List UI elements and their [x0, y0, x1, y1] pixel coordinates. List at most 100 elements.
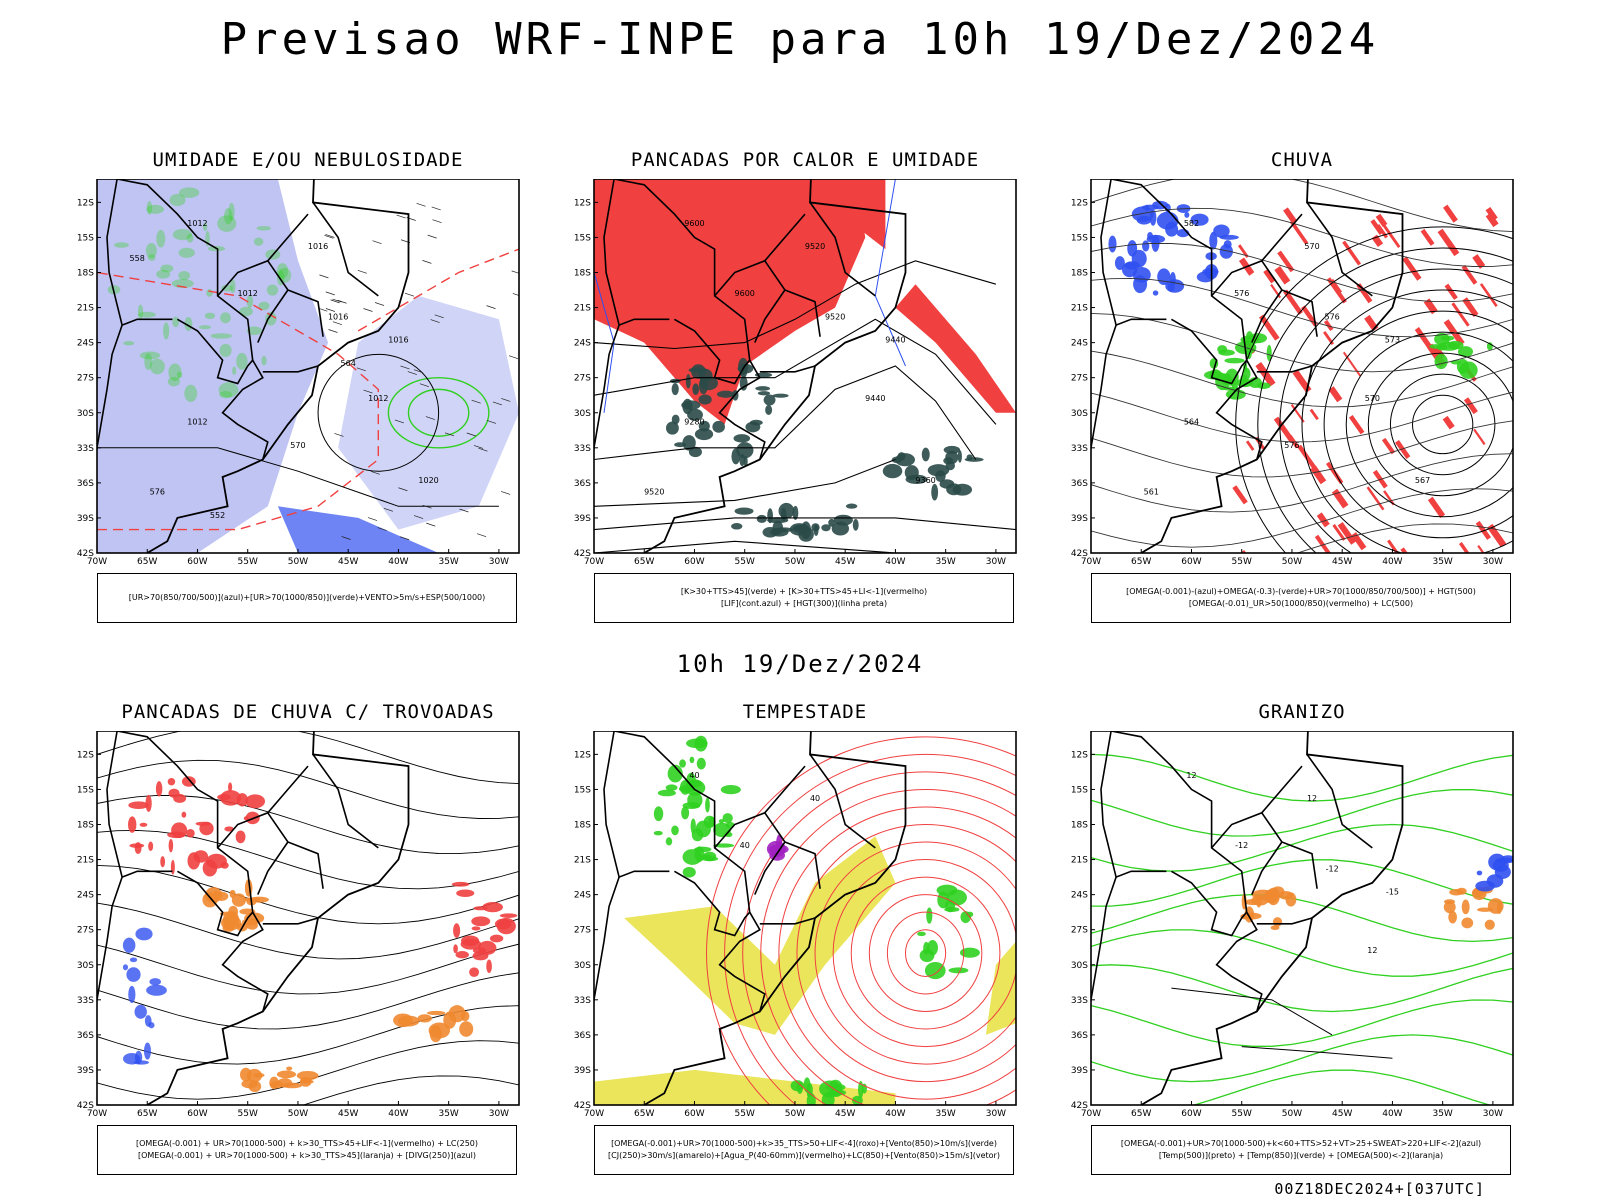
y-tick-label: 36S: [574, 479, 591, 489]
k-tts-area: [831, 521, 850, 536]
contour-label: 9360: [915, 476, 935, 485]
run-id-label: 00Z18DEC2024+[037UTC]: [1274, 1180, 1485, 1198]
pressure-contour: [317, 353, 440, 472]
omega500-orange-area: [1448, 910, 1457, 924]
wind-vector: [501, 398, 511, 402]
y-tick-label: 15S: [1071, 233, 1088, 243]
k-tts-area: [852, 518, 859, 531]
wind-850-green-area: [681, 806, 690, 820]
lc850-streamline: [760, 788, 1016, 1105]
y-tick-label: 12S: [574, 750, 591, 760]
coastline: [1063, 766, 1089, 1117]
k-tts-area: [770, 527, 789, 537]
divergence-blue-area: [126, 967, 141, 982]
k-tts-area: [765, 404, 773, 415]
omega-ur-red-area: [1461, 264, 1478, 285]
wind-850-green-area: [959, 947, 980, 958]
lc850-streamline: [706, 736, 1016, 1105]
trovoada-red-area: [473, 906, 488, 911]
x-tick-label: 30W: [986, 1109, 1006, 1119]
trovoada-red-area: [134, 842, 142, 854]
border-line: [754, 289, 786, 343]
divergence-blue-area: [128, 985, 136, 1004]
contour-label: 570: [1365, 394, 1380, 403]
wind-vector: [383, 507, 394, 512]
y-tick-label: 30S: [77, 409, 94, 419]
contour-label: 1016: [388, 336, 408, 345]
k-tts-area: [733, 434, 751, 443]
y-tick-label: 21S: [574, 856, 591, 866]
temp850-contour: [1091, 929, 1513, 977]
contour-label: 40: [810, 794, 820, 803]
divergence-blue-area: [122, 964, 129, 971]
border-line: [262, 365, 319, 373]
humidity-1000-850-contour: [217, 215, 237, 232]
wind-vector: [432, 219, 442, 224]
contour-label: 570: [1304, 242, 1319, 251]
k-tts-area: [682, 435, 696, 451]
wind-850-green-area: [924, 961, 946, 980]
x-tick-label: 40W: [388, 1109, 408, 1119]
humidity-1000-850-contour: [146, 201, 153, 215]
trovoada-orange-area: [222, 924, 235, 932]
trovoada-orange-area: [296, 1070, 319, 1081]
omega500-orange-area: [1270, 925, 1280, 931]
x-tick-label: 45W: [1332, 1109, 1352, 1119]
y-tick-label: 27S: [77, 374, 94, 384]
wind-vector: [422, 504, 432, 509]
temp500-contour: [1171, 987, 1333, 1036]
wind-vector: [374, 302, 385, 306]
border-line: [267, 260, 324, 337]
hgt300-contour: [594, 540, 896, 553]
trovoada-red-area: [453, 944, 458, 954]
humidity-1000-850-contour: [239, 306, 253, 317]
wind-vector: [363, 389, 373, 394]
humidity-1000-850-contour: [198, 325, 211, 330]
wind-vector: [324, 234, 334, 239]
temp850-contour: [1192, 1069, 1492, 1105]
humidity-1000-850-contour: [256, 225, 271, 231]
wind-850-green-area: [722, 813, 733, 824]
border-line: [106, 179, 173, 327]
trovoada-red-area: [486, 959, 492, 973]
coastline: [1140, 731, 1404, 1105]
lc850-streamline: [742, 771, 1016, 1105]
x-tick-label: 35W: [438, 1109, 458, 1119]
legend-line: [OMEGA(-0.001)-(azul)+OMEGA(-0.3)-(verde…: [1126, 587, 1476, 596]
wind-850-green-area: [948, 967, 969, 974]
humidity-1000-850-contour: [137, 304, 144, 319]
x-tick-label: 70W: [584, 1109, 604, 1119]
trovoada-red-area: [167, 777, 176, 786]
hgt500-contour: [1412, 394, 1474, 455]
x-tick-label: 45W: [338, 1109, 358, 1119]
x-tick-label: 35W: [438, 557, 458, 567]
humidity-1000-850-contour: [387, 376, 490, 449]
trovoada-red-area: [168, 838, 174, 853]
k-tts-area: [921, 447, 930, 462]
border-line: [1100, 179, 1167, 327]
y-tick-label: 18S: [574, 269, 591, 279]
y-tick-label: 39S: [1071, 1066, 1088, 1076]
omega-blue-area: [1133, 275, 1148, 294]
temp850-contour: [1091, 964, 1513, 1013]
x-tick-label: 35W: [935, 557, 955, 567]
pressure-contour: [97, 447, 499, 507]
trovoada-red-area: [472, 951, 489, 961]
x-tick-label: 55W: [1232, 557, 1252, 567]
border-line: [1261, 812, 1318, 889]
x-tick-label: 45W: [338, 557, 358, 567]
y-tick-label: 36S: [574, 1031, 591, 1041]
y-tick-label: 27S: [77, 926, 94, 936]
trovoada-red-area: [186, 828, 195, 838]
omega-ur-red-area: [1316, 512, 1330, 528]
y-tick-label: 12S: [574, 198, 591, 208]
contour-label: 573: [1385, 336, 1400, 345]
omega-ur-red-area: [1323, 331, 1335, 346]
y-tick-label: 33S: [77, 996, 94, 1006]
y-tick-label: 42S: [77, 1101, 94, 1111]
purple-instability-area: [766, 840, 786, 857]
border-line: [1306, 201, 1373, 297]
legend-box: [OMEGA(-0.001)+UR>70(1000-500)+k>35_TTS>…: [594, 1125, 1014, 1175]
omega500-orange-area: [1456, 887, 1467, 895]
contour-label: -15: [1386, 888, 1399, 897]
